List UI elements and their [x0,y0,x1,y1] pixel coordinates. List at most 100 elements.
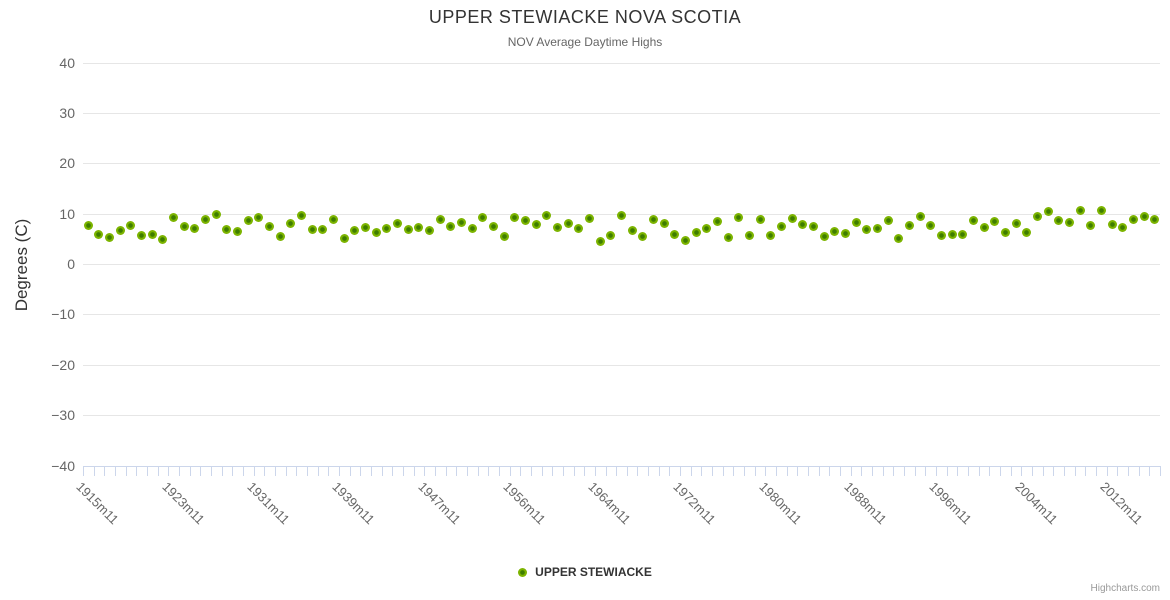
data-point[interactable] [307,224,317,234]
data-point[interactable] [467,223,477,233]
data-point[interactable] [339,233,349,243]
data-point[interactable] [968,216,978,226]
data-point[interactable] [744,231,754,241]
data-point[interactable] [1107,220,1117,230]
data-point[interactable] [222,224,232,234]
data-point[interactable] [776,221,786,231]
data-point[interactable] [787,214,797,224]
data-point[interactable] [403,224,413,234]
data-point[interactable] [318,224,328,234]
data-point[interactable] [1096,206,1106,216]
data-point[interactable] [393,219,403,229]
data-point[interactable] [563,218,573,228]
data-point[interactable] [521,215,531,225]
data-point[interactable] [265,222,275,232]
data-point[interactable] [819,231,829,241]
data-point[interactable] [211,209,221,219]
legend-item[interactable]: UPPER STEWIACKE [0,563,1170,581]
data-point[interactable] [734,213,744,223]
data-point[interactable] [254,213,264,223]
data-point[interactable] [275,231,285,241]
data-point[interactable] [126,221,136,231]
data-point[interactable] [680,235,690,245]
data-point[interactable] [531,220,541,230]
data-point[interactable] [553,223,563,233]
data-point[interactable] [179,221,189,231]
data-point[interactable] [830,227,840,237]
data-point[interactable] [1128,214,1138,224]
data-point[interactable] [137,230,147,240]
data-point[interactable] [489,222,499,232]
data-point[interactable] [958,229,968,239]
data-point[interactable] [1043,206,1053,216]
data-point[interactable] [435,215,445,225]
data-point[interactable] [894,234,904,244]
data-point[interactable] [1011,218,1021,228]
data-point[interactable] [766,230,776,240]
data-point[interactable] [286,218,296,228]
data-point[interactable] [926,220,936,230]
data-point[interactable] [755,214,765,224]
data-point[interactable] [862,224,872,234]
data-point[interactable] [201,214,211,224]
data-point[interactable] [542,211,552,221]
data-point[interactable] [425,226,435,236]
data-point[interactable] [595,236,605,246]
data-point[interactable] [617,210,626,220]
data-point[interactable] [169,213,179,223]
data-point[interactable] [872,223,882,233]
data-point[interactable] [233,226,243,236]
highcharts-credits-link[interactable]: Highcharts.com [1090,583,1160,594]
data-point[interactable] [446,222,456,232]
data-point[interactable] [723,232,733,242]
data-point[interactable] [510,213,520,223]
data-point[interactable] [371,227,381,237]
data-point[interactable] [1000,227,1010,237]
data-point[interactable] [574,224,584,234]
data-point[interactable] [329,214,339,224]
data-point[interactable] [94,229,104,239]
data-point[interactable] [712,216,722,226]
data-point[interactable] [414,223,424,233]
data-point[interactable] [979,222,989,232]
data-point[interactable] [243,215,253,225]
data-point[interactable] [499,232,509,242]
data-point[interactable] [1139,212,1149,222]
data-point[interactable] [115,226,125,236]
data-point[interactable] [638,231,648,241]
data-point[interactable] [105,232,115,242]
data-point[interactable] [936,230,946,240]
data-point[interactable] [851,217,861,227]
data-point[interactable] [691,228,701,238]
data-point[interactable] [904,220,914,230]
data-point[interactable] [1150,214,1160,224]
data-point[interactable] [659,219,669,229]
data-point[interactable] [297,210,307,220]
data-point[interactable] [83,220,93,230]
data-point[interactable] [1022,227,1032,237]
data-point[interactable] [840,228,850,238]
data-point[interactable] [190,223,200,233]
data-point[interactable] [670,229,680,239]
data-point[interactable] [457,217,467,227]
data-point[interactable] [883,216,893,226]
data-point[interactable] [147,229,157,239]
data-point[interactable] [990,216,1000,226]
data-point[interactable] [702,223,712,233]
data-point[interactable] [361,222,371,232]
data-point[interactable] [1064,217,1074,227]
data-point[interactable] [606,230,616,240]
data-point[interactable] [648,214,658,224]
data-point[interactable] [1086,221,1096,231]
data-point[interactable] [947,229,957,239]
data-point[interactable] [158,234,168,244]
data-point[interactable] [350,225,360,235]
data-point[interactable] [1118,222,1128,232]
data-point[interactable] [808,221,818,231]
data-point[interactable] [1075,206,1085,216]
data-point[interactable] [798,219,808,229]
data-point[interactable] [627,225,637,235]
data-point[interactable] [478,213,488,223]
data-point[interactable] [1054,216,1064,226]
data-point[interactable] [1032,212,1042,222]
